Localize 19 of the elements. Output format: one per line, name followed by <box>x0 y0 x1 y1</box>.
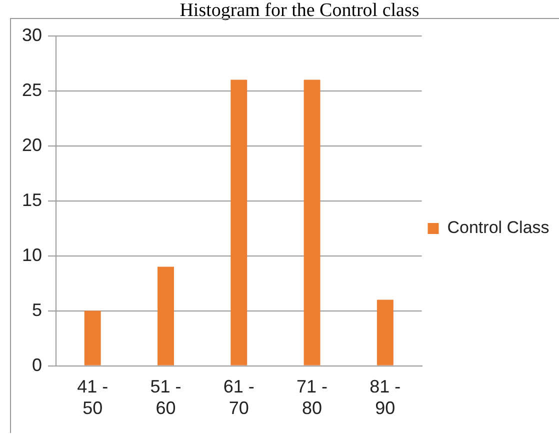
x-tick-label: 51 - 60 <box>150 376 182 418</box>
chart-title: Histogram for the Control class <box>178 0 420 22</box>
bar <box>376 300 394 366</box>
bar <box>158 266 174 366</box>
y-tick-label: 0 <box>32 354 42 375</box>
x-tick-label: 71 - 80 <box>296 376 328 418</box>
x-tick-label: 81 - 90 <box>370 376 401 418</box>
y-tick-label: 25 <box>22 80 42 100</box>
bar <box>230 80 248 366</box>
y-tick-label: 10 <box>22 244 42 265</box>
y-tick-label: 5 <box>32 300 42 320</box>
y-tick-label: 30 <box>22 24 42 45</box>
legend-label: Control Class <box>447 218 550 238</box>
x-tick-label: 41 - 50 <box>77 376 108 418</box>
bar <box>304 80 320 366</box>
bar <box>84 310 101 366</box>
y-tick-label: 20 <box>22 134 42 155</box>
x-tick-label: 61 - 70 <box>223 376 254 418</box>
y-tick-label: 15 <box>22 190 42 210</box>
